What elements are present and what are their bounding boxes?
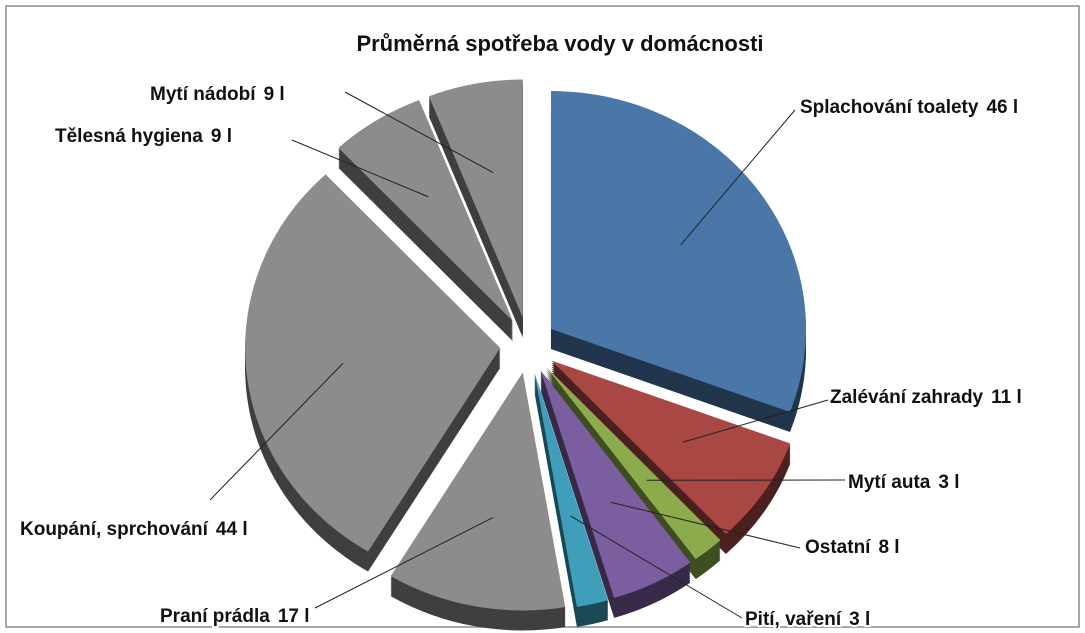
value-label: 46 l	[986, 97, 1018, 118]
value-label: 17 l	[278, 606, 310, 627]
slice-label: Mytí auta 3 l	[848, 472, 959, 493]
value-label: 8 l	[878, 537, 899, 558]
leader-line	[314, 517, 494, 609]
slice	[550, 91, 806, 412]
category-label: Mytí auta	[848, 472, 931, 493]
slice	[551, 360, 791, 534]
value-label: 3 l	[938, 472, 959, 493]
leader-line	[344, 91, 494, 173]
slice-label: Zalévání zahrady 11 l	[830, 387, 1022, 408]
slice-label: Koupání, sprchování 44 l	[20, 519, 248, 540]
leader-line	[682, 399, 829, 443]
slice	[390, 372, 566, 611]
slice-tops	[245, 79, 806, 611]
leader-line	[209, 363, 344, 501]
category-label: Ostatní	[805, 537, 871, 558]
slice-label: Tělesná hygiena 9 l	[55, 126, 232, 147]
slice-label: Pití, vaření 3 l	[745, 609, 870, 630]
category-label: Koupání, sprchování	[20, 519, 209, 540]
value-label: 11 l	[991, 387, 1022, 408]
value-label: 9 l	[264, 84, 285, 105]
slice-label: Praní prádla 17 l	[160, 606, 310, 627]
slice-label: Mytí nádobí 9 l	[150, 84, 285, 105]
slice-label: Ostatní 8 l	[805, 537, 900, 558]
chart-title: Průměrná spotřeba vody v domácnosti	[356, 31, 763, 56]
slice	[545, 366, 721, 560]
value-label: 44 l	[216, 519, 248, 540]
category-label: Zalévání zahrady	[830, 387, 984, 408]
slice	[540, 370, 691, 598]
leader-line	[291, 139, 429, 198]
slice	[428, 79, 523, 318]
value-label: 9 l	[211, 126, 232, 147]
category-label: Tělesná hygiena	[55, 126, 203, 147]
leader-line	[610, 501, 801, 549]
category-label: Splachování toalety	[800, 97, 979, 118]
category-label: Pití, vaření	[745, 609, 842, 630]
slice	[338, 100, 513, 322]
slice	[245, 174, 501, 552]
slice	[534, 372, 609, 607]
category-label: Praní prádla	[160, 606, 270, 627]
leader-line	[570, 515, 743, 619]
labels: Splachování toalety 46 l Zalévání zahrady 1…	[18, 82, 1024, 632]
category-label: Mytí nádobí	[150, 84, 256, 105]
slice-label: Splachování toalety 46 l	[800, 97, 1018, 118]
value-label: 3 l	[849, 609, 870, 630]
leader-line	[680, 109, 796, 246]
